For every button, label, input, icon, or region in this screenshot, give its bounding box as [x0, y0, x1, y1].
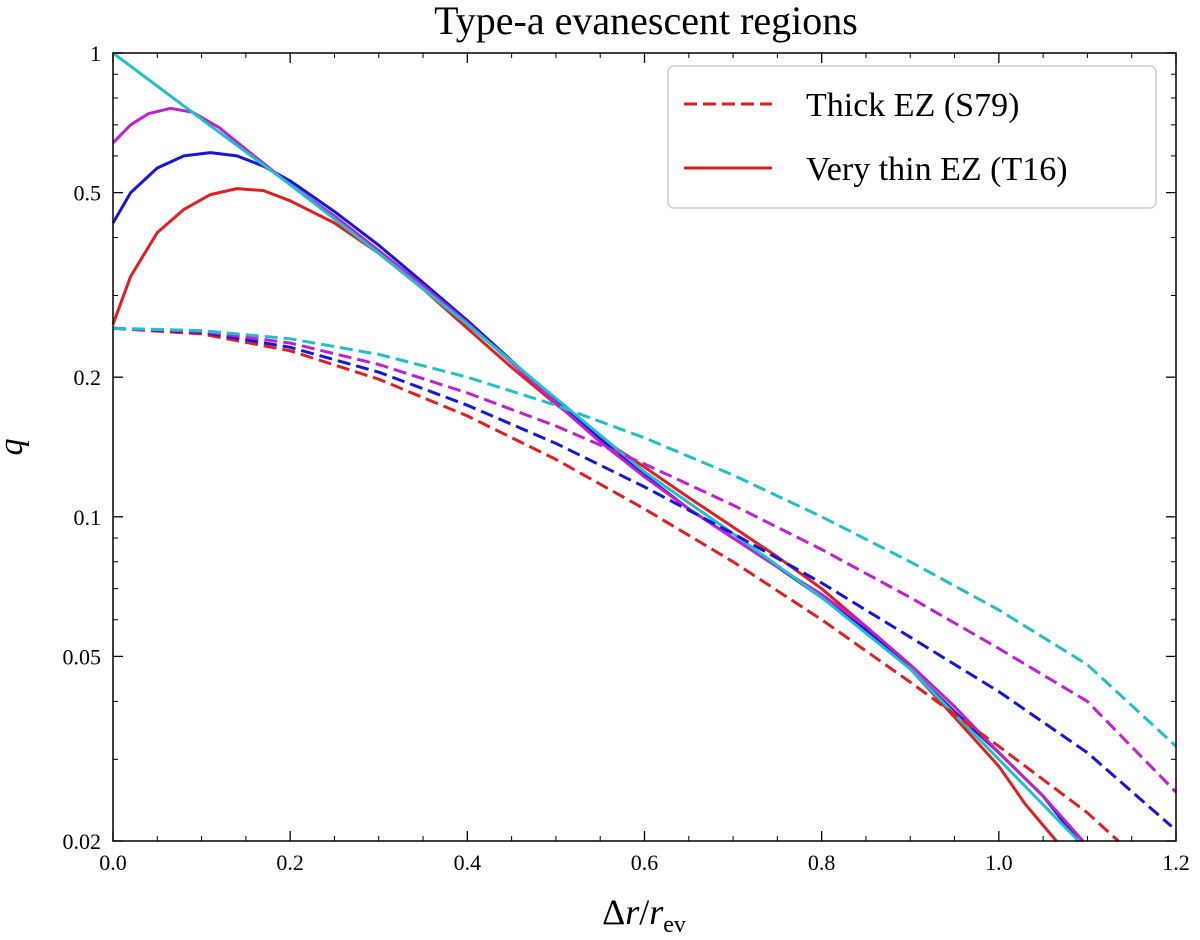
y-axis-label: q: [0, 439, 30, 456]
y-tick-label: 1: [90, 41, 101, 66]
y-tick-label: 0.05: [63, 644, 102, 669]
series-line-magenta-thick: [112, 326, 1178, 794]
series-line-cyan-thin: [112, 51, 1080, 843]
series-layer: [111, 51, 1178, 843]
x-tick-label: 0.0: [99, 850, 127, 875]
series-line-magenta-thin: [111, 106, 1085, 842]
legend: Thick EZ (S79) Very thin EZ (T16): [667, 65, 1157, 209]
x-label-delta: Δ: [602, 892, 625, 932]
y-tick-label: 0.2: [74, 365, 102, 390]
legend-box: [667, 65, 1157, 209]
tick-labels: 0.0 0.2 0.4 0.6 0.8 1.0 1.2 1 0.5 0.2 0.1 0.05 0.02: [63, 41, 1190, 875]
y-tick-label: 0.02: [63, 829, 102, 854]
x-label-subscript: ev: [663, 912, 686, 938]
y-tick-label: 0.1: [74, 505, 102, 530]
series-line-cyan-thick: [112, 326, 1178, 748]
series-line-red-thin: [111, 187, 1058, 842]
plot-frame: [112, 52, 1177, 842]
x-label-r-base: r: [649, 892, 664, 932]
y-tick-label: 0.5: [74, 181, 102, 206]
legend-label-thick: Thick EZ (S79): [806, 87, 1019, 124]
chart-title: Type-a evanescent regions: [434, 0, 858, 43]
x-axis-label: Δr/rev: [602, 892, 686, 938]
x-tick-label: 1.0: [985, 850, 1013, 875]
x-tick-label: 1.2: [1162, 850, 1190, 875]
series-line-blue-thick: [112, 326, 1173, 828]
series-line-blue-thin: [111, 151, 1080, 842]
x-tick-label: 0.4: [454, 850, 482, 875]
x-label-r: r: [625, 892, 640, 932]
x-tick-label: 0.8: [808, 850, 836, 875]
series-line-red-thick: [112, 326, 1120, 843]
x-label-slash: /: [639, 892, 649, 932]
legend-label-thin: Very thin EZ (T16): [806, 151, 1068, 188]
x-tick-label: 0.2: [276, 850, 304, 875]
x-tick-label: 0.6: [631, 850, 659, 875]
